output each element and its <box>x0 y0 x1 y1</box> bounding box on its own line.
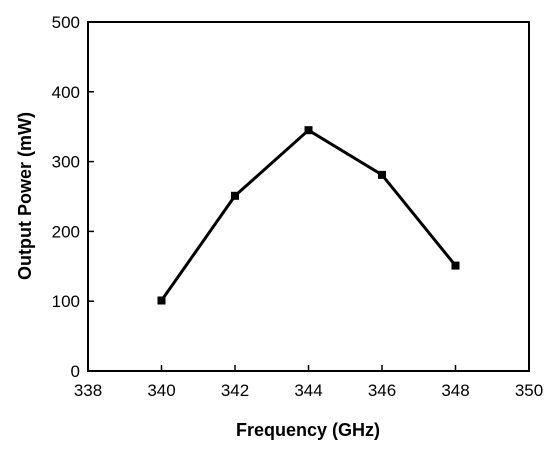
y-tick-label: 400 <box>52 83 80 102</box>
x-tick-label: 350 <box>515 381 543 400</box>
plot-frame <box>87 21 530 372</box>
data-point <box>304 126 313 135</box>
y-tick-label: 500 <box>52 13 80 32</box>
x-tick-label: 348 <box>441 381 469 400</box>
y-axis-title: Output Power (mW) <box>15 112 35 280</box>
x-axis-ticks: 338 340 342 344 346 348 350 <box>74 365 543 400</box>
y-tick-label: 300 <box>52 153 80 172</box>
x-tick-label: 346 <box>368 381 396 400</box>
x-axis-title: Frequency (GHz) <box>236 420 380 440</box>
x-tick-label: 344 <box>294 381 322 400</box>
y-axis-ticks: 0 100 200 300 400 500 <box>52 13 94 381</box>
y-tick-label: 200 <box>52 222 80 241</box>
data-point <box>157 296 166 305</box>
x-tick-label: 342 <box>221 381 249 400</box>
data-point <box>378 170 386 179</box>
data-markers <box>157 126 460 305</box>
y-tick-label: 100 <box>52 292 80 311</box>
series-line <box>160 128 457 302</box>
y-tick-label: 0 <box>71 362 80 381</box>
data-point <box>451 261 460 270</box>
x-tick-label: 340 <box>147 381 175 400</box>
data-point <box>231 191 239 200</box>
x-tick-label: 338 <box>74 381 102 400</box>
